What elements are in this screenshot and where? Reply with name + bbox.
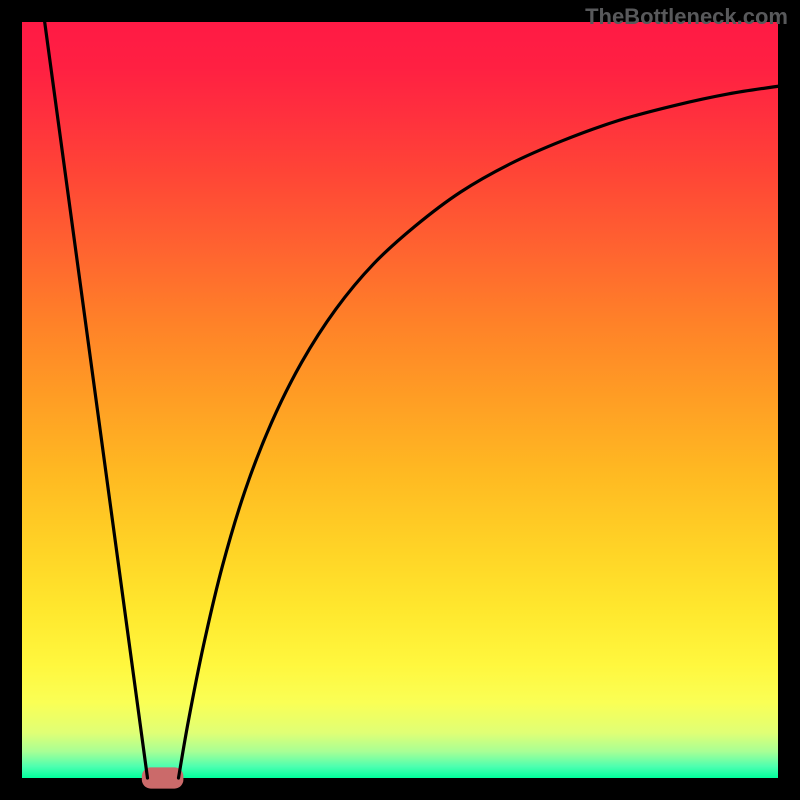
bottleneck-chart: TheBottleneck.com [0, 0, 800, 800]
chart-background-gradient [22, 22, 778, 778]
chart-svg [0, 0, 800, 800]
watermark-text: TheBottleneck.com [585, 4, 788, 30]
